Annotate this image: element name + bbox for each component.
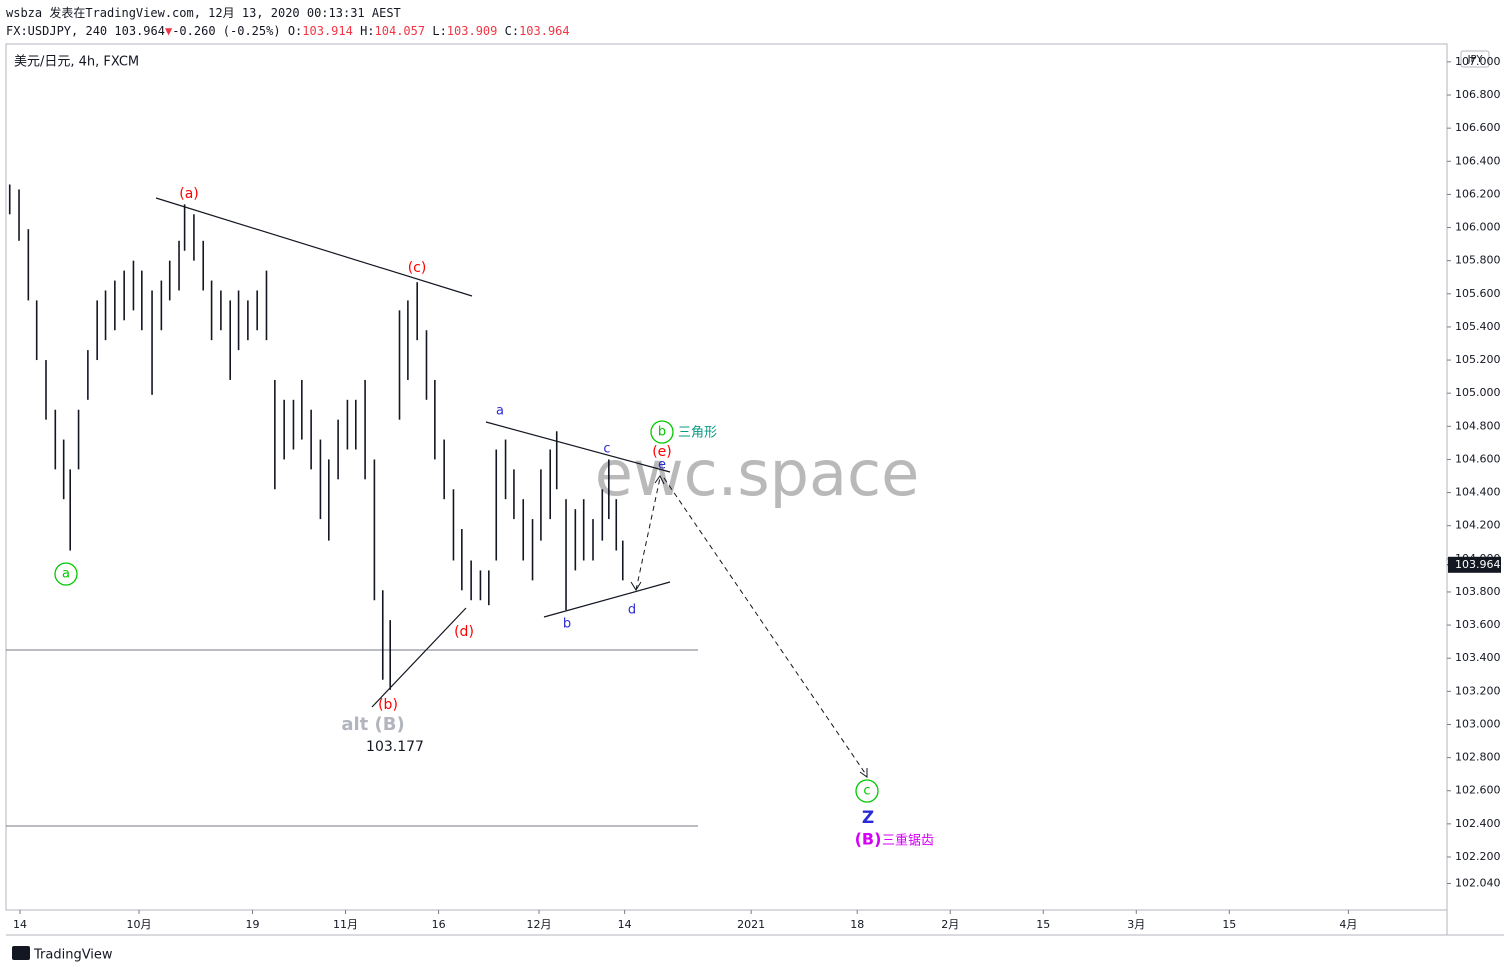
- wave-label: e: [658, 458, 666, 473]
- y-tick-label: 102.200: [1455, 850, 1501, 863]
- y-tick-label: 103.400: [1455, 651, 1501, 664]
- x-tick-label: 16: [432, 918, 446, 931]
- symbol-label: 美元/日元, 4h, FXCM: [14, 55, 139, 70]
- wave-label: 三角形: [678, 426, 717, 441]
- y-tick-label: 106.800: [1455, 88, 1501, 101]
- trendline: [543, 581, 671, 618]
- symbol: FX:USDJPY, 240: [6, 24, 108, 38]
- y-tick-label: 104.800: [1455, 419, 1501, 432]
- trendline: [155, 197, 473, 297]
- currency-box: [1460, 50, 1490, 68]
- x-tick-label: 14: [13, 918, 27, 931]
- wave-label: c: [863, 784, 870, 799]
- wave-label: a: [62, 567, 70, 582]
- x-tick-label: 14: [618, 918, 632, 931]
- wave-label: (b): [378, 697, 398, 713]
- y-tick-label: 103.800: [1455, 585, 1501, 598]
- y-tick-label: 102.040: [1455, 876, 1501, 889]
- last-price-label: 103.964: [1455, 558, 1501, 571]
- o-label: O:: [287, 24, 303, 38]
- y-tick-label: 103.200: [1455, 684, 1501, 697]
- close: 103.964: [519, 24, 570, 38]
- x-tick-label: 11月: [333, 918, 358, 931]
- wave-label: a: [496, 404, 504, 419]
- y-tick-label: 105.200: [1455, 353, 1501, 366]
- last-price-box: [1448, 556, 1501, 573]
- wave-label: (d): [454, 624, 474, 640]
- trendline: [371, 607, 467, 708]
- wave-label: Z: [862, 808, 874, 828]
- footer-brand: TradingView: [33, 948, 113, 963]
- arrow: ▼: [164, 24, 173, 38]
- y-tick-label: 106.000: [1455, 221, 1501, 234]
- y-tick-label: 104.400: [1455, 486, 1501, 499]
- h-label: H:: [360, 24, 375, 38]
- wave-label: c: [603, 442, 610, 457]
- low: 103.909: [446, 24, 498, 38]
- x-tick-label: 15: [1036, 918, 1050, 931]
- l-label: L:: [432, 24, 447, 38]
- y-tick-label: 105.600: [1455, 287, 1501, 300]
- quote-line: FX:USDJPY, 240 103.964▼-0.260 (-0.25%) O…: [6, 22, 570, 40]
- wave-circle: [650, 420, 674, 444]
- x-tick-label: 18: [850, 918, 864, 931]
- y-tick-label: 106.600: [1455, 121, 1501, 134]
- x-tick-label: 15: [1222, 918, 1236, 931]
- header: wsbza 发表在TradingView.com, 12月 13, 2020 0…: [6, 4, 570, 40]
- wave-label: d: [628, 603, 636, 618]
- y-tick-label: 102.400: [1455, 817, 1501, 830]
- x-tick-label: 10月: [127, 918, 152, 931]
- y-tick-label: 104.200: [1455, 519, 1501, 532]
- wave-label: (c): [408, 260, 427, 276]
- y-tick-label: 106.400: [1455, 154, 1501, 167]
- open: 103.914: [302, 24, 353, 38]
- wave-label: (B): [855, 830, 882, 849]
- projection-path: [635, 477, 868, 777]
- y-tick-label: 106.200: [1455, 187, 1501, 200]
- wave-label: (e): [652, 444, 672, 460]
- wave-label: (a): [179, 186, 199, 202]
- y-tick-label: 105.400: [1455, 320, 1501, 333]
- wave-circle: [855, 779, 879, 803]
- change: -0.260 (-0.25%): [172, 24, 281, 38]
- arrowheads: [630, 475, 868, 778]
- x-tick-label: 12月: [527, 918, 552, 931]
- high: 104.057: [374, 24, 426, 38]
- wave-label: b: [658, 425, 666, 440]
- y-tick-label: 105.000: [1455, 386, 1501, 399]
- y-tick-label: 102.800: [1455, 751, 1501, 764]
- y-tick-label: 102.600: [1455, 784, 1501, 797]
- logo: [12, 946, 30, 960]
- watermark: ewc.space: [595, 437, 920, 510]
- wave-label: 三重锯齿: [882, 833, 934, 849]
- x-tick-label: 4月: [1339, 918, 1357, 931]
- last: 103.964: [114, 24, 165, 38]
- x-tick-label: 2月: [941, 918, 959, 931]
- y-tick-label: 103.600: [1455, 618, 1501, 631]
- y-tick-label: 105.800: [1455, 254, 1501, 267]
- author-line: wsbza 发表在TradingView.com, 12月 13, 2020 0…: [6, 6, 401, 20]
- x-tick-label: 19: [246, 918, 260, 931]
- wave-label: 103.177: [366, 739, 424, 755]
- currency: JPY: [1467, 54, 1484, 65]
- wave-label: alt (B): [341, 714, 404, 735]
- x-tick-label: 3月: [1127, 918, 1145, 931]
- c-label: C:: [504, 24, 520, 38]
- y-tick-label: 107.000: [1455, 55, 1501, 68]
- x-tick-label: 2021: [737, 918, 765, 931]
- y-tick-label: 104.600: [1455, 452, 1501, 465]
- y-tick-label: 103.000: [1455, 717, 1501, 730]
- wave-label: b: [563, 617, 571, 632]
- trendline: [485, 421, 671, 473]
- wave-circle: [54, 562, 78, 586]
